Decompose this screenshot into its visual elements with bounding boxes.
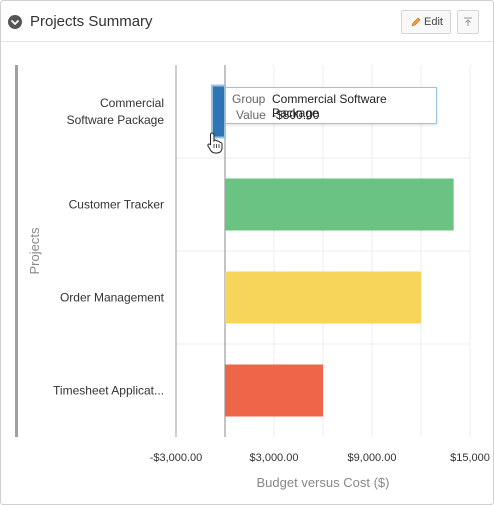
- x-tick-label: $15,000: [450, 452, 490, 464]
- chart-left-border: [15, 65, 18, 437]
- x-tick-label: $3,000.00: [250, 452, 299, 464]
- chart-tooltip: Group Commercial Software Package Value …: [225, 87, 437, 124]
- category-label: Commercial Software Package: [67, 96, 165, 127]
- tooltip-group-value: Commercial Software Package: [272, 92, 387, 120]
- edit-button[interactable]: Edit: [401, 10, 451, 34]
- bar[interactable]: [210, 84, 227, 139]
- region-header: Projects Summary Edit: [1, 1, 493, 42]
- chevron-down-icon: [10, 19, 20, 26]
- bar-chart: Commercial Software Package Customer Track…: [27, 65, 490, 490]
- tooltip-group-key: Group: [232, 92, 266, 106]
- tooltip-value-value: -$800.00: [272, 108, 320, 122]
- category-label: Timesheet Applicat...: [53, 384, 164, 398]
- bar[interactable]: [225, 178, 454, 231]
- y-axis-title: Projects: [27, 227, 42, 274]
- tooltip-value-key: Value: [236, 108, 266, 122]
- move-to-top-button[interactable]: [457, 10, 479, 34]
- bar[interactable]: [225, 271, 421, 324]
- edit-button-label: Edit: [424, 16, 443, 28]
- region-title: Projects Summary: [30, 13, 153, 30]
- bar[interactable]: [225, 364, 323, 417]
- x-tick-label: $9,000.00: [348, 452, 397, 464]
- x-tick-label: -$3,000.00: [150, 452, 203, 464]
- pencil-icon: [411, 17, 421, 27]
- category-label: Customer Tracker: [69, 198, 164, 212]
- collapse-toggle-button[interactable]: [8, 15, 22, 29]
- x-axis-title: Budget versus Cost ($): [257, 475, 390, 490]
- category-label: Order Management: [60, 291, 165, 305]
- hand-cursor-icon: [207, 132, 223, 154]
- arrow-up-icon: [464, 17, 472, 26]
